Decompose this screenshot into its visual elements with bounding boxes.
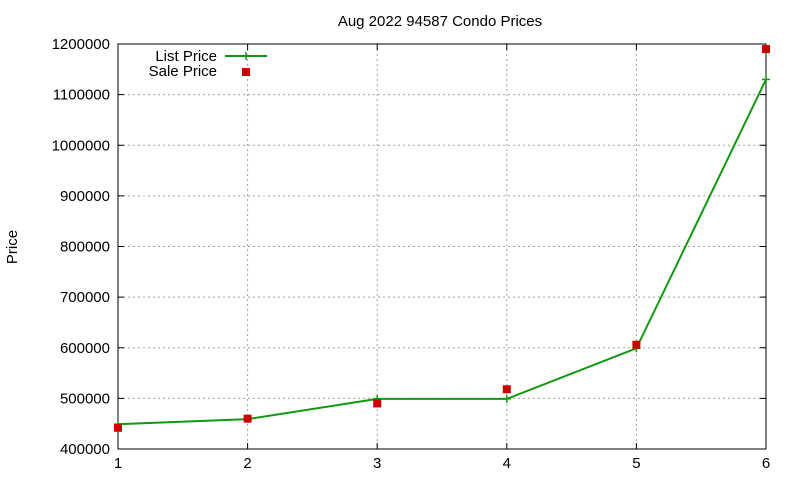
legend-label-sale-price: Sale Price <box>149 63 217 80</box>
y-tick-label: 1100000 <box>53 87 110 104</box>
y-tick-label: 700000 <box>60 289 110 306</box>
y-tick-label: 1200000 <box>52 36 110 53</box>
list-price-line <box>117 79 767 426</box>
sale-price-point <box>373 399 382 408</box>
y-tick-label: 800000 <box>60 239 110 256</box>
x-tick-label: 6 <box>762 455 770 472</box>
x-tick-label: 5 <box>632 455 640 472</box>
y-tick-label: 600000 <box>60 340 110 357</box>
y-tick-label: 400000 <box>60 441 110 458</box>
grid <box>118 44 766 449</box>
list-price-point <box>762 75 770 84</box>
x-tick-label: 2 <box>243 455 251 472</box>
x-tick-label: 4 <box>503 455 511 472</box>
list-price-point <box>502 394 511 403</box>
x-tick-label: 3 <box>373 455 381 472</box>
legend-marker-sale-price <box>242 68 250 76</box>
sale-price-point <box>502 385 511 394</box>
sale-price-point <box>632 340 641 349</box>
y-axis-label: Price <box>4 230 21 264</box>
chart-title: Aug 2022 94587 Condo Prices <box>338 13 542 30</box>
axes: 400000 500000 600000 700000 800000 900000 1000… <box>52 36 771 472</box>
y-tick-label: 900000 <box>60 188 110 205</box>
legend-marker-list-price <box>242 52 250 60</box>
y-tick-label: 500000 <box>60 390 110 407</box>
series-layer <box>114 45 770 432</box>
y-tick-label: 1000000 <box>52 137 110 154</box>
x-tick-label: 1 <box>114 455 122 472</box>
sale-price-point <box>762 45 770 54</box>
sale-price-point <box>243 414 252 423</box>
sale-price-point <box>114 423 122 432</box>
legend-label-list-price: List Price <box>155 48 217 65</box>
